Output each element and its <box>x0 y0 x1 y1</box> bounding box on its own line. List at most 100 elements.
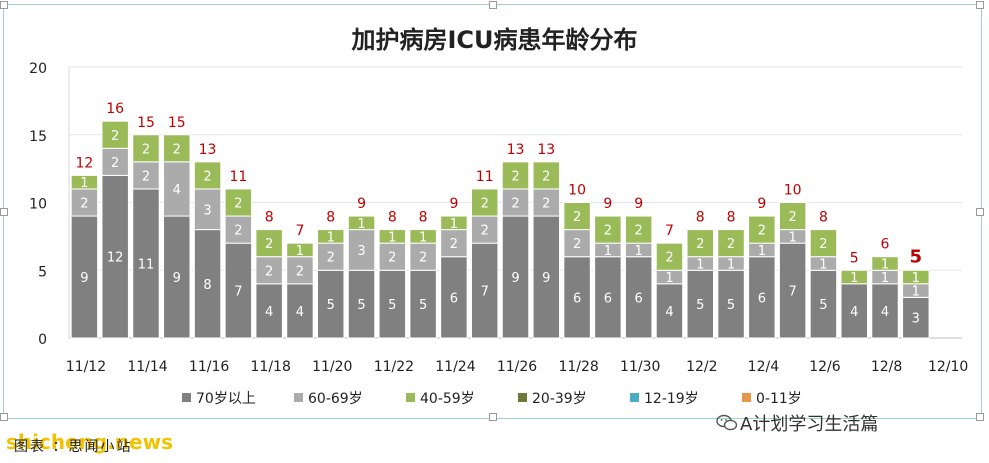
total-label: 9 <box>357 196 366 212</box>
bar-segment <box>655 283 684 339</box>
segment-value-label: 2 <box>265 264 273 279</box>
bar-segment <box>132 134 160 163</box>
total-label: 15 <box>137 115 155 131</box>
resize-handle-right[interactable] <box>976 208 984 216</box>
bar-segment <box>717 269 745 339</box>
x-tick-label: 12/10 <box>928 359 968 375</box>
total-label: 11 <box>476 169 494 185</box>
segment-value-label: 1 <box>912 285 920 300</box>
segment-value-label: 1 <box>357 217 365 232</box>
segment-value-label: 3 <box>912 312 920 327</box>
bar-segment <box>501 161 530 190</box>
bar-segment <box>686 269 714 339</box>
segment-value-label: 9 <box>511 271 519 286</box>
total-label: 6 <box>881 237 890 253</box>
bar-segment <box>101 147 129 176</box>
total-label: 15 <box>168 115 186 131</box>
bar-segment <box>378 269 407 339</box>
segment-value-label: 2 <box>327 251 335 266</box>
bar-segment <box>70 174 99 190</box>
bar-segment <box>470 188 499 217</box>
segment-value-label: 6 <box>758 291 766 306</box>
segment-value-label: 6 <box>635 291 643 306</box>
segment-value-label: 2 <box>450 237 458 252</box>
segment-value-label: 4 <box>665 305 673 320</box>
bar-segment <box>286 242 314 258</box>
resize-handle-top-left[interactable] <box>0 1 8 9</box>
legend-swatch <box>406 393 415 402</box>
segment-value-label: 1 <box>450 217 458 232</box>
x-tick-label: 11/16 <box>189 359 229 375</box>
segment-value-label: 1 <box>881 271 889 286</box>
segment-value-label: 2 <box>111 156 119 171</box>
bar-segment <box>501 215 530 339</box>
bar-segment <box>748 215 776 244</box>
segment-value-label: 6 <box>450 291 458 306</box>
x-tick-label: 11/20 <box>312 359 352 375</box>
segment-value-label: 1 <box>665 271 673 286</box>
segment-value-label: 2 <box>142 169 150 184</box>
segment-value-label: 4 <box>881 305 889 320</box>
total-label: 8 <box>265 210 274 226</box>
segment-value-label: 6 <box>604 291 612 306</box>
bar-segment <box>624 215 653 244</box>
segment-value-label: 2 <box>573 237 581 252</box>
bar-segment <box>594 256 622 339</box>
bar-segment <box>317 229 345 244</box>
segment-value-label: 2 <box>296 264 304 279</box>
bar-segment <box>717 229 745 258</box>
segment-value-label: 2 <box>481 224 489 239</box>
x-tick-label: 11/28 <box>558 359 598 375</box>
legend-label: 60-69岁 <box>308 391 363 407</box>
segment-value-label: 1 <box>604 244 612 259</box>
segment-value-label: 2 <box>758 224 766 239</box>
segment-value-label: 5 <box>819 298 827 313</box>
segment-value-label: 2 <box>203 169 211 184</box>
segment-value-label: 4 <box>265 305 273 320</box>
bar-segment <box>624 256 653 339</box>
legend-swatch <box>630 393 639 402</box>
segment-value-label: 9 <box>173 271 181 286</box>
legend-swatch <box>182 393 191 402</box>
segment-value-label: 1 <box>696 257 704 272</box>
bar-segment <box>809 269 838 339</box>
resize-handle-left[interactable] <box>0 208 8 216</box>
y-tick-label: 0 <box>38 332 47 348</box>
segment-value-label: 2 <box>696 237 704 252</box>
segment-value-label: 2 <box>542 197 550 212</box>
resize-handle-bottom[interactable] <box>489 413 497 421</box>
segment-value-label: 9 <box>542 271 550 286</box>
segment-value-label: 2 <box>234 224 242 239</box>
segment-value-label: 3 <box>357 244 365 259</box>
segment-value-label: 2 <box>142 142 150 157</box>
resize-handle-top-right[interactable] <box>976 1 984 9</box>
bar-segment <box>255 229 283 258</box>
resize-handle-bottom-left[interactable] <box>0 413 8 421</box>
total-label: 13 <box>537 142 555 158</box>
total-label: 9 <box>757 196 766 212</box>
resize-handle-top[interactable] <box>489 1 497 9</box>
bar-segment <box>532 161 561 190</box>
segment-value-label: 1 <box>788 230 796 245</box>
bar-segment <box>317 242 345 271</box>
segment-value-label: 11 <box>138 257 155 272</box>
segment-value-label: 5 <box>388 298 396 313</box>
total-label: 10 <box>784 183 802 199</box>
total-label: 13 <box>199 142 217 158</box>
bar-segment <box>902 269 930 285</box>
x-tick-label: 11/14 <box>127 359 167 375</box>
segment-value-label: 1 <box>727 257 735 272</box>
segment-value-label: 5 <box>419 298 427 313</box>
segment-value-label: 1 <box>80 176 88 191</box>
total-label: 8 <box>388 210 397 226</box>
segment-value-label: 9 <box>80 271 88 286</box>
legend-swatch <box>742 393 751 402</box>
total-label: 8 <box>696 210 705 226</box>
legend-label: 70岁以上 <box>196 391 256 407</box>
resize-handle-bottom-right[interactable] <box>976 413 984 421</box>
segment-value-label: 4 <box>850 305 858 320</box>
legend-label: 20-39岁 <box>532 391 587 407</box>
segment-value-label: 2 <box>819 237 827 252</box>
